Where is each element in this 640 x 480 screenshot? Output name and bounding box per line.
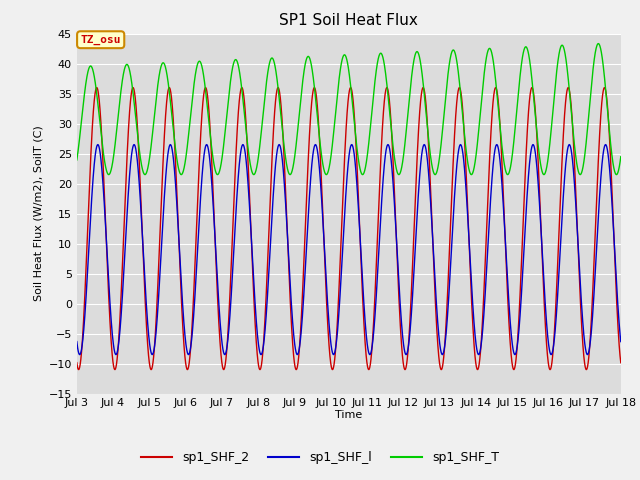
Title: SP1 Soil Heat Flux: SP1 Soil Heat Flux	[280, 13, 418, 28]
Text: TZ_osu: TZ_osu	[81, 35, 121, 45]
Legend: sp1_SHF_2, sp1_SHF_l, sp1_SHF_T: sp1_SHF_2, sp1_SHF_l, sp1_SHF_T	[136, 446, 504, 469]
Y-axis label: Soil Heat Flux (W/m2), SoilT (C): Soil Heat Flux (W/m2), SoilT (C)	[33, 126, 43, 301]
X-axis label: Time: Time	[335, 410, 362, 420]
